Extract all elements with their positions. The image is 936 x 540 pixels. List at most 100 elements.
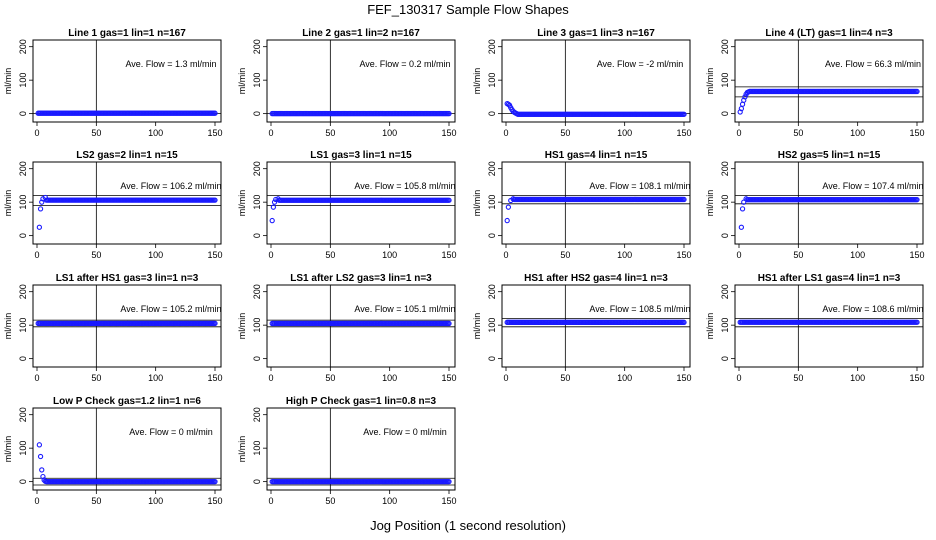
y-tick-label: 0 (252, 111, 262, 116)
x-tick-label: 150 (207, 373, 222, 383)
avg-flow-annotation: Ave. Flow = 107.4 ml/min (822, 181, 923, 191)
y-tick-label: 100 (252, 195, 262, 210)
data-point (446, 110, 452, 117)
y-tick-label: 0 (18, 479, 28, 484)
x-tick-label: 0 (268, 250, 273, 260)
x-tick-label: 100 (850, 128, 865, 138)
y-tick-label: 100 (720, 73, 730, 88)
data-point (739, 206, 746, 212)
y-axis-label: ml/min (237, 436, 247, 463)
x-tick-label: 100 (382, 496, 397, 506)
data-point (212, 478, 218, 485)
x-tick-label: 100 (617, 373, 632, 383)
y-tick-label: 100 (720, 318, 730, 333)
x-tick-label: 150 (676, 250, 691, 260)
avg-flow-annotation: Ave. Flow = 105.1 ml/min (354, 304, 455, 314)
panel-title: LS1 after HS1 gas=3 lin=1 n=3 (56, 273, 199, 284)
avg-flow-annotation: Ave. Flow = 108.5 ml/min (589, 304, 690, 314)
y-tick-label: 200 (487, 284, 497, 299)
y-tick-label: 0 (18, 356, 28, 361)
plot-frame (501, 284, 691, 368)
panel-title: HS1 after LS1 gas=4 lin=1 n=3 (758, 273, 901, 284)
avg-flow-annotation: Ave. Flow = 105.8 ml/min (354, 181, 455, 191)
panel-3: Line 3 gas=1 lin=3 n=167 0 100 200 ml/min 0 50… (472, 28, 692, 138)
x-tick-label: 50 (560, 128, 570, 138)
x-tick-label: 150 (676, 128, 691, 138)
y-tick-label: 100 (18, 73, 28, 88)
x-tick-label: 0 (503, 373, 508, 383)
y-axis-label: ml/min (705, 68, 715, 95)
data-point (212, 197, 218, 203)
data-point (504, 217, 510, 224)
x-tick-label: 0 (34, 496, 39, 506)
x-tick-label: 50 (325, 128, 335, 138)
data-point (212, 320, 218, 327)
plot-frame (32, 407, 222, 491)
x-tick-label: 0 (736, 128, 741, 138)
plot-frame (501, 161, 691, 245)
data-point (36, 224, 43, 230)
y-tick-label: 200 (252, 161, 262, 176)
x-tick-label: 150 (676, 373, 691, 383)
x-tick-label: 50 (793, 128, 803, 138)
data-point (39, 467, 45, 473)
panel-12: HS1 after LS1 gas=4 lin=1 n=3 0 100 200 ml/m… (705, 273, 925, 383)
y-tick-label: 200 (487, 39, 497, 54)
panel-10: LS1 after LS2 gas=3 lin=1 n=3 0 100 200 ml/m… (237, 273, 457, 383)
y-tick-label: 100 (487, 318, 497, 333)
x-tick-label: 150 (909, 373, 924, 383)
y-tick-label: 200 (252, 407, 262, 422)
y-axis-label: ml/min (472, 190, 482, 217)
avg-flow-annotation: Ave. Flow = 0 ml/min (129, 427, 213, 437)
y-tick-label: 100 (18, 318, 28, 333)
x-tick-label: 150 (441, 496, 456, 506)
x-tick-label: 50 (325, 496, 335, 506)
y-tick-label: 0 (252, 233, 262, 238)
panel-7: HS1 gas=4 lin=1 n=15 0 100 200 ml/min 0 50 100 1… (472, 150, 692, 260)
data-point (271, 199, 278, 205)
plot-frame (266, 39, 456, 123)
avg-flow-annotation: Ave. Flow = 108.1 ml/min (589, 181, 690, 191)
panel-title: Line 2 gas=1 lin=2 n=167 (302, 28, 420, 39)
panel-13: Low P Check gas=1.2 lin=1 n=6 0 100 200 ml/m… (3, 396, 223, 506)
x-tick-label: 150 (207, 250, 222, 260)
y-tick-label: 0 (487, 356, 497, 361)
data-point (212, 110, 218, 116)
data-point (37, 453, 44, 460)
plot-frame (734, 161, 924, 245)
y-tick-label: 0 (252, 479, 262, 484)
data-point (446, 478, 452, 485)
data-point (681, 319, 687, 325)
y-tick-label: 200 (18, 284, 28, 299)
x-tick-label: 50 (560, 250, 570, 260)
main-title: FEF_130317 Sample Flow Shapes (367, 2, 569, 17)
panel-title: HS2 gas=5 lin=1 n=15 (778, 150, 881, 161)
panel-title: HS1 gas=4 lin=1 n=15 (545, 150, 648, 161)
x-tick-label: 100 (382, 250, 397, 260)
x-tick-label: 0 (268, 373, 273, 383)
data-point (742, 94, 748, 100)
avg-flow-annotation: Ave. Flow = 106.2 ml/min (120, 181, 221, 191)
panel-11: HS1 after HS2 gas=4 lin=1 n=3 0 100 200 ml/m… (472, 273, 692, 383)
avg-flow-annotation: Ave. Flow = 105.2 ml/min (120, 304, 221, 314)
x-tick-label: 150 (909, 250, 924, 260)
y-tick-label: 200 (252, 39, 262, 54)
avg-flow-annotation: Ave. Flow = 0.2 ml/min (359, 59, 450, 69)
data-point (681, 196, 687, 203)
data-point (681, 111, 687, 117)
panel-1: Line 1 gas=1 lin=1 n=167 0 100 200 ml/min 0 50… (3, 28, 223, 138)
panel-title: Line 3 gas=1 lin=3 n=167 (537, 28, 655, 39)
x-tick-label: 100 (148, 496, 163, 506)
x-tick-label: 100 (617, 250, 632, 260)
x-tick-label: 50 (91, 373, 101, 383)
panel-5: LS2 gas=2 lin=1 n=15 0 100 200 ml/min 0 50 100 1… (3, 150, 223, 260)
panel-title: LS1 after LS2 gas=3 lin=1 n=3 (290, 273, 432, 284)
x-tick-label: 0 (34, 250, 39, 260)
x-tick-label: 0 (736, 373, 741, 383)
y-tick-label: 0 (252, 356, 262, 361)
x-tick-label: 100 (617, 128, 632, 138)
panel-title: High P Check gas=1 lin=0.8 n=3 (286, 396, 437, 407)
y-axis-label: ml/min (705, 313, 715, 340)
y-tick-label: 100 (720, 195, 730, 210)
panel-14: High P Check gas=1 lin=0.8 n=3 0 100 200 ml/… (237, 396, 457, 506)
